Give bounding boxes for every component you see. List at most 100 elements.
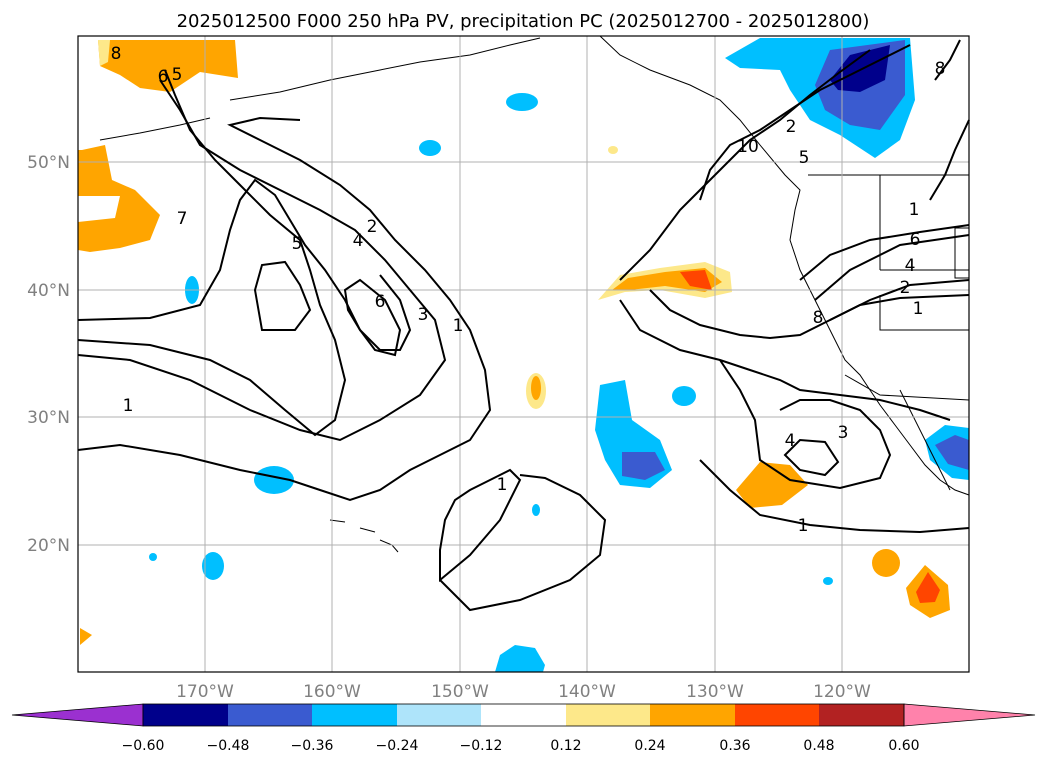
lon-label: 160°W bbox=[303, 682, 361, 702]
pv-contour bbox=[619, 49, 871, 281]
precip-negative-area bbox=[495, 645, 545, 672]
lat-label: 40°N bbox=[27, 281, 70, 301]
colorbar-tick-label: 0.48 bbox=[803, 738, 834, 754]
contour-label: 1 bbox=[123, 396, 134, 416]
colorbar-segment bbox=[481, 704, 566, 726]
pv-contour bbox=[814, 234, 970, 301]
pv-contour bbox=[699, 44, 911, 201]
colorbar-tick-label: −0.48 bbox=[207, 738, 250, 754]
colorbar-segment bbox=[819, 704, 904, 726]
pv-contour bbox=[77, 116, 492, 502]
mexico-border bbox=[844, 374, 970, 401]
colorbar-segment bbox=[397, 704, 481, 726]
colorbar-extend-low bbox=[11, 703, 144, 727]
contour-label: 8 bbox=[935, 59, 946, 79]
contour-label: 5 bbox=[799, 148, 810, 168]
lat-label: 50°N bbox=[27, 153, 70, 173]
lon-label: 120°W bbox=[813, 682, 871, 702]
contour-label: 2 bbox=[367, 217, 378, 237]
precip-positive-area bbox=[531, 376, 541, 400]
contour-label: 1 bbox=[913, 299, 924, 319]
pv-contour bbox=[439, 468, 522, 583]
pv-contour bbox=[719, 359, 892, 490]
precip-positive-area bbox=[872, 549, 900, 577]
contour-label: 6 bbox=[158, 67, 169, 87]
colorbar: −0.60 −0.48 −0.36 −0.24 −0.12 0.12 0.24 … bbox=[11, 703, 1036, 754]
pv-contour bbox=[439, 474, 607, 612]
precip-negative-area bbox=[254, 466, 294, 494]
contour-label: 5 bbox=[292, 234, 303, 254]
precip-negative-area bbox=[532, 504, 540, 516]
map-border bbox=[77, 35, 970, 673]
pv-contour bbox=[343, 278, 402, 357]
lat-label: 20°N bbox=[27, 536, 70, 556]
contour-label: 4 bbox=[353, 231, 364, 251]
contour-label: 8 bbox=[111, 44, 122, 64]
colorbar-segment bbox=[735, 704, 819, 726]
pv-contour bbox=[934, 39, 961, 81]
pv-contour bbox=[929, 119, 970, 201]
contour-label: 6 bbox=[375, 292, 386, 312]
precip-positive-area bbox=[98, 40, 238, 92]
precip-negative-area bbox=[149, 553, 157, 561]
contour-label: 1 bbox=[909, 200, 920, 220]
pv-contour bbox=[783, 438, 840, 477]
contour-label: 1 bbox=[497, 475, 508, 495]
precip-negative-area bbox=[935, 435, 969, 470]
pv-contour bbox=[253, 260, 312, 331]
contour-label: 7 bbox=[177, 209, 188, 229]
colorbar-segment bbox=[143, 704, 228, 726]
contour-label: 5 bbox=[172, 65, 183, 85]
colorbar-tick-label: 0.12 bbox=[550, 738, 581, 754]
longitude-labels: 170°W 160°W 150°W 140°W 130°W 120°W bbox=[176, 682, 871, 702]
contour-label: 4 bbox=[905, 256, 916, 276]
precip-shading bbox=[78, 38, 969, 672]
colorbar-segment bbox=[228, 704, 312, 726]
aleutian-coastline bbox=[229, 37, 541, 101]
precip-positive-area bbox=[98, 40, 110, 66]
pv-contour bbox=[77, 178, 412, 351]
pv-contour bbox=[619, 299, 951, 421]
graticule bbox=[78, 36, 969, 672]
contour-label: 1 bbox=[453, 316, 464, 336]
contour-label: 2 bbox=[786, 117, 797, 137]
precip-negative-area bbox=[823, 577, 833, 585]
state-borders bbox=[879, 295, 969, 331]
aleutian-coastline bbox=[99, 117, 211, 141]
contour-label: 1 bbox=[798, 516, 809, 536]
precip-positive-area bbox=[736, 462, 808, 508]
lon-label: 150°W bbox=[431, 682, 489, 702]
pv-contour bbox=[699, 459, 970, 534]
lon-label: 130°W bbox=[686, 682, 744, 702]
colorbar-tick-label: −0.12 bbox=[460, 738, 503, 754]
precip-positive-area bbox=[680, 270, 712, 290]
contour-labels: 8 6 5 7 5 2 4 6 3 1 1 1 2 10 5 1 6 4 2 1… bbox=[111, 44, 946, 536]
pv-contour bbox=[77, 79, 447, 442]
contour-label: 3 bbox=[418, 305, 429, 325]
precip-negative-area bbox=[202, 552, 224, 580]
colorbar-tick-label: 0.60 bbox=[888, 738, 919, 754]
contour-label: 2 bbox=[900, 278, 911, 298]
colorbar-segment bbox=[566, 704, 650, 726]
contour-label: 10 bbox=[737, 137, 759, 157]
contour-label: 6 bbox=[910, 230, 921, 250]
precip-positive-area bbox=[916, 572, 940, 603]
contour-label: 4 bbox=[785, 431, 796, 451]
contour-label: 8 bbox=[813, 308, 824, 328]
colorbar-segment bbox=[650, 704, 735, 726]
precip-negative-area bbox=[622, 452, 665, 480]
precip-negative-area bbox=[672, 386, 696, 406]
precip-negative-area bbox=[419, 140, 441, 156]
colorbar-outline bbox=[142, 703, 905, 727]
latitude-labels: 50°N 40°N 30°N 20°N bbox=[27, 153, 70, 556]
figure-title: 2025012500 F000 250 hPa PV, precipitatio… bbox=[177, 11, 870, 32]
precip-negative-area bbox=[830, 45, 890, 92]
precip-positive-area bbox=[80, 628, 92, 645]
colorbar-tick-label: −0.24 bbox=[376, 738, 419, 754]
lat-label: 30°N bbox=[27, 408, 70, 428]
precip-negative-area bbox=[506, 93, 538, 111]
precip-positive-area bbox=[608, 146, 618, 154]
pv-contour bbox=[799, 224, 970, 281]
precip-neutral-area bbox=[78, 196, 120, 222]
